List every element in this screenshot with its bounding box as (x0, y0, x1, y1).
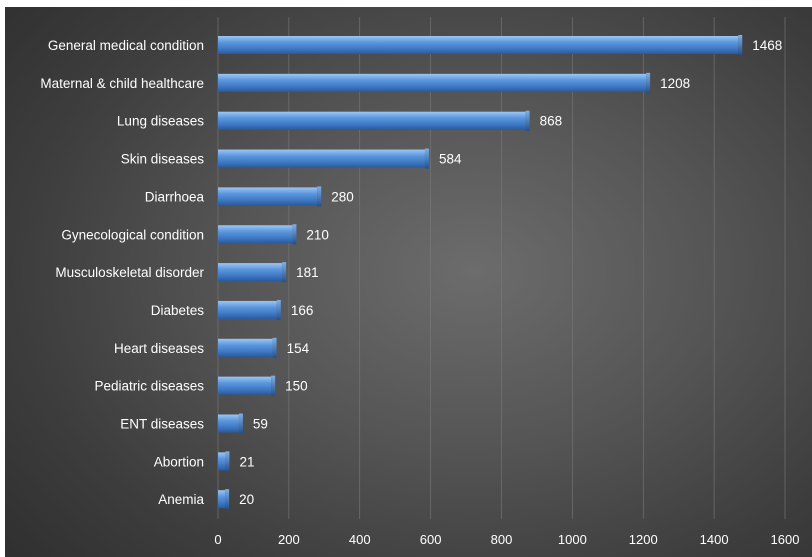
bar-end-cap (276, 299, 281, 320)
bar-end-cap (225, 451, 230, 472)
bar (218, 337, 277, 358)
bar-end-cap (238, 413, 243, 434)
bar-body (218, 149, 425, 168)
data-label: 181 (296, 265, 319, 280)
bar-body (218, 300, 277, 319)
data-label: 59 (253, 417, 268, 432)
bar-end-cap (738, 35, 743, 55)
category-label: Anemia (158, 492, 204, 507)
bar-end-cap (646, 72, 651, 93)
data-label: 154 (287, 341, 310, 356)
x-tick-label: 400 (349, 532, 371, 547)
bar (218, 375, 276, 396)
x-tick-label: 1600 (771, 532, 800, 547)
x-tick-label: 200 (278, 532, 300, 547)
bar-body (218, 225, 293, 244)
bar (218, 72, 651, 93)
grid-lines (217, 17, 786, 519)
bar-body (218, 73, 647, 92)
bar (218, 35, 743, 55)
bar-body (218, 111, 526, 130)
data-label: 210 (306, 227, 329, 242)
bar-body (218, 36, 739, 54)
category-label: Musculoskeletal disorder (55, 265, 204, 280)
category-label: Diabetes (151, 303, 205, 318)
category-labels: General medical condition Maternal & chil… (40, 38, 204, 507)
bar-chart: General medical condition Maternal & chil… (40, 17, 799, 547)
bar-end-cap (317, 186, 322, 207)
x-tick-label: 0 (214, 532, 221, 547)
data-label: 150 (285, 379, 308, 394)
bar-body (218, 414, 239, 433)
data-label: 1208 (660, 76, 690, 91)
bar-body (218, 187, 318, 206)
bar-end-cap (282, 262, 287, 283)
category-label: Abortion (154, 454, 204, 469)
bar-body (218, 263, 283, 282)
data-label: 1468 (752, 38, 782, 53)
chart-area: General medical condition Maternal & chil… (5, 7, 812, 557)
category-label: General medical condition (48, 38, 204, 53)
category-label: Lung diseases (117, 114, 204, 129)
bar-end-cap (292, 224, 297, 245)
category-label: Heart diseases (114, 341, 204, 356)
category-label: Diarrhoea (145, 189, 205, 204)
bar-end-cap (225, 489, 230, 510)
category-label: Maternal & child healthcare (40, 76, 204, 91)
category-label: ENT diseases (120, 417, 204, 432)
bar (218, 110, 530, 131)
category-label: Gynecological condition (61, 227, 204, 242)
bar (218, 262, 287, 283)
bar-body (218, 452, 226, 471)
data-label: 868 (540, 114, 563, 129)
bar (218, 451, 230, 472)
bars (218, 35, 743, 510)
bar-end-cap (272, 337, 277, 358)
data-label: 166 (291, 303, 314, 318)
x-tick-label: 600 (420, 532, 442, 547)
data-label: 21 (239, 454, 254, 469)
bar-body (218, 338, 273, 357)
bar (218, 489, 230, 510)
x-tick-label: 800 (491, 532, 513, 547)
x-tick-label: 1200 (629, 532, 658, 547)
bar (218, 186, 322, 207)
category-label: Skin diseases (121, 152, 205, 167)
data-label: 20 (239, 492, 254, 507)
bar-end-cap (424, 148, 429, 169)
bar (218, 224, 297, 245)
bar (218, 413, 243, 434)
value-labels: 1468 1208 868 584 280 210 181 166 154 150 59 21 20 (239, 38, 782, 507)
bar-body (218, 376, 272, 395)
bar (218, 299, 281, 320)
bar-end-cap (271, 375, 276, 396)
category-label: Pediatric diseases (94, 379, 204, 394)
x-tick-label: 1400 (700, 532, 729, 547)
bar-end-cap (525, 110, 530, 131)
bar (218, 148, 429, 169)
x-tick-label: 1000 (558, 532, 587, 547)
bar-body (218, 490, 226, 509)
data-label: 280 (331, 189, 354, 204)
data-label: 584 (439, 152, 462, 167)
x-axis-tick-labels: 0 200 400 600 800 1000 1200 1400 1600 (214, 532, 799, 547)
